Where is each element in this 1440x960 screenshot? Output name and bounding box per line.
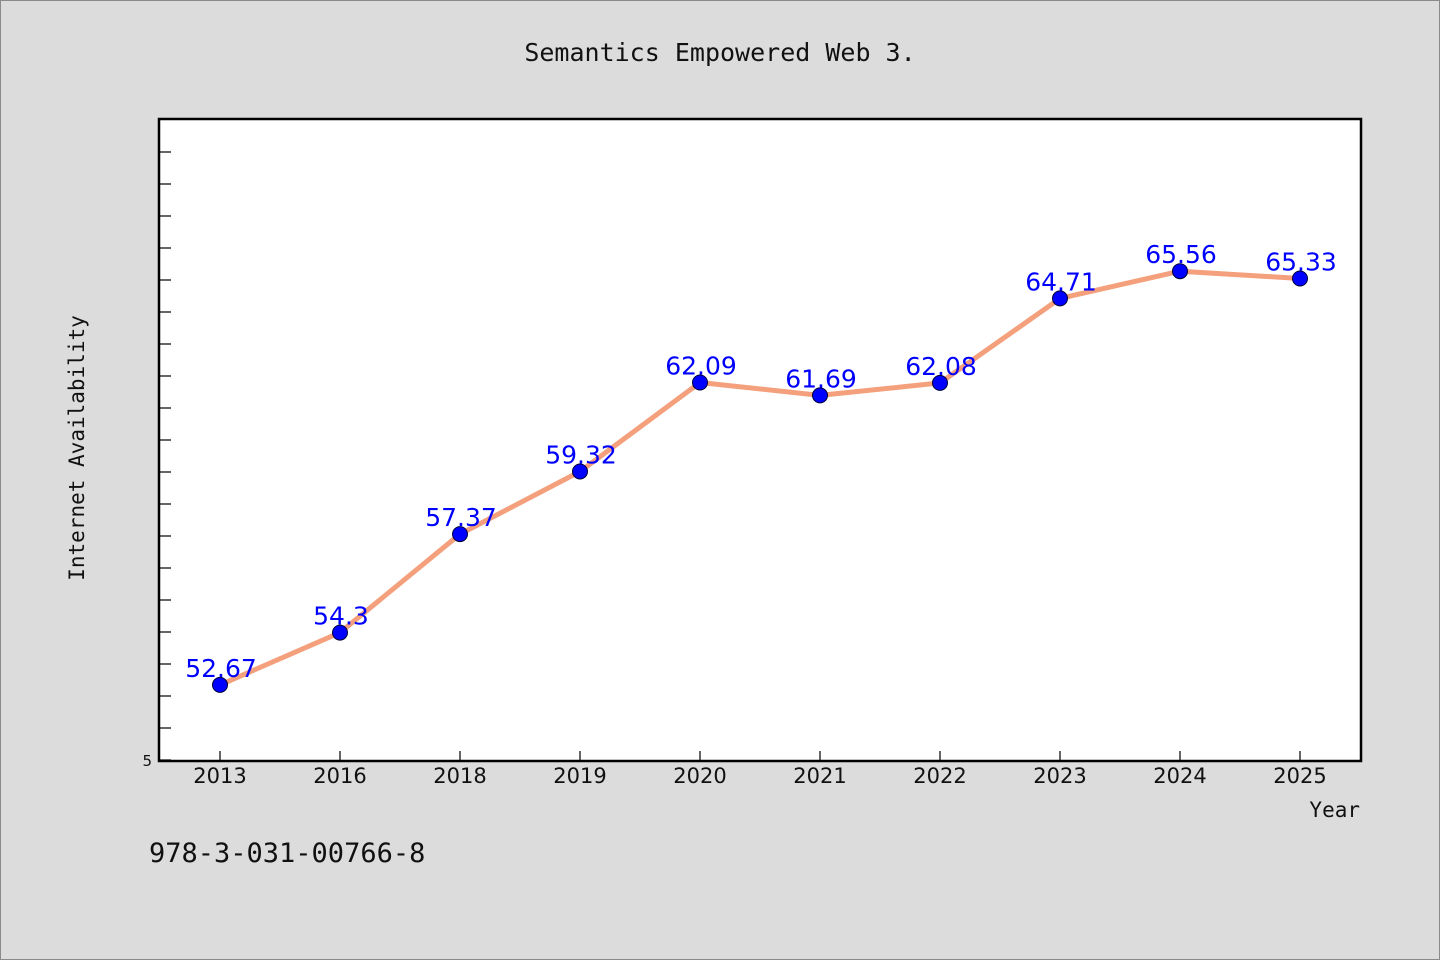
- data-point-2019: [572, 463, 588, 480]
- data-point-2022: [932, 374, 948, 391]
- x-tick-label-2018: 2018: [433, 764, 486, 788]
- data-point-2023: [1052, 290, 1068, 307]
- data-label-2020: 62.09: [665, 352, 737, 381]
- chart-title: Semantics Empowered Web 3.: [524, 38, 915, 67]
- plot-area: [157, 117, 1363, 763]
- x-axis-ticks: 2013 2016 2018 2019 2020 2021 2022 2023 2024 2025: [193, 751, 1327, 788]
- data-label-2016: 54.3: [313, 602, 369, 631]
- series-layer: 52.67 54.3 57.37 59.32 62.09 61.69 62.08 64.71 6…: [185, 240, 1337, 693]
- data-point-2013: [212, 676, 228, 693]
- data-point-2018: [452, 526, 468, 543]
- data-point-2025: [1292, 270, 1308, 287]
- data-point-2021: [812, 387, 828, 404]
- data-label-2025: 65.33: [1265, 248, 1337, 277]
- footer-note: 978-3-031-00766-8: [149, 838, 425, 869]
- data-point-2016: [332, 624, 348, 641]
- series-line-0: [217, 268, 1303, 688]
- x-tick-label-2013: 2013: [193, 764, 246, 788]
- data-point-2020: [692, 374, 708, 391]
- data-label-2023: 64.71: [1025, 267, 1097, 296]
- y-axis-label: Internet Availability: [65, 315, 89, 581]
- data-label-2013: 52.67: [185, 654, 257, 683]
- data-label-2018: 57.37: [425, 503, 497, 532]
- x-tick-label-2021: 2021: [793, 764, 846, 788]
- x-tick-label-2022: 2022: [913, 764, 966, 788]
- x-axis-label: Year: [1309, 798, 1360, 822]
- x-tick-label-2020: 2020: [673, 764, 726, 788]
- y-tick-label: 5: [142, 752, 152, 770]
- x-tick-label-2016: 2016: [313, 764, 366, 788]
- x-tick-label-2023: 2023: [1033, 764, 1086, 788]
- y-axis-ticks: [159, 151, 171, 761]
- data-label-2019: 59.32: [545, 441, 617, 470]
- data-point-2024: [1172, 263, 1188, 280]
- x-tick-label-2025: 2025: [1273, 764, 1326, 788]
- data-label-2021: 61.69: [785, 364, 857, 393]
- data-label-2022: 62.08: [905, 352, 977, 381]
- x-tick-label-2024: 2024: [1153, 764, 1206, 788]
- x-tick-label-2019: 2019: [553, 764, 606, 788]
- data-label-2024: 65.56: [1145, 240, 1217, 269]
